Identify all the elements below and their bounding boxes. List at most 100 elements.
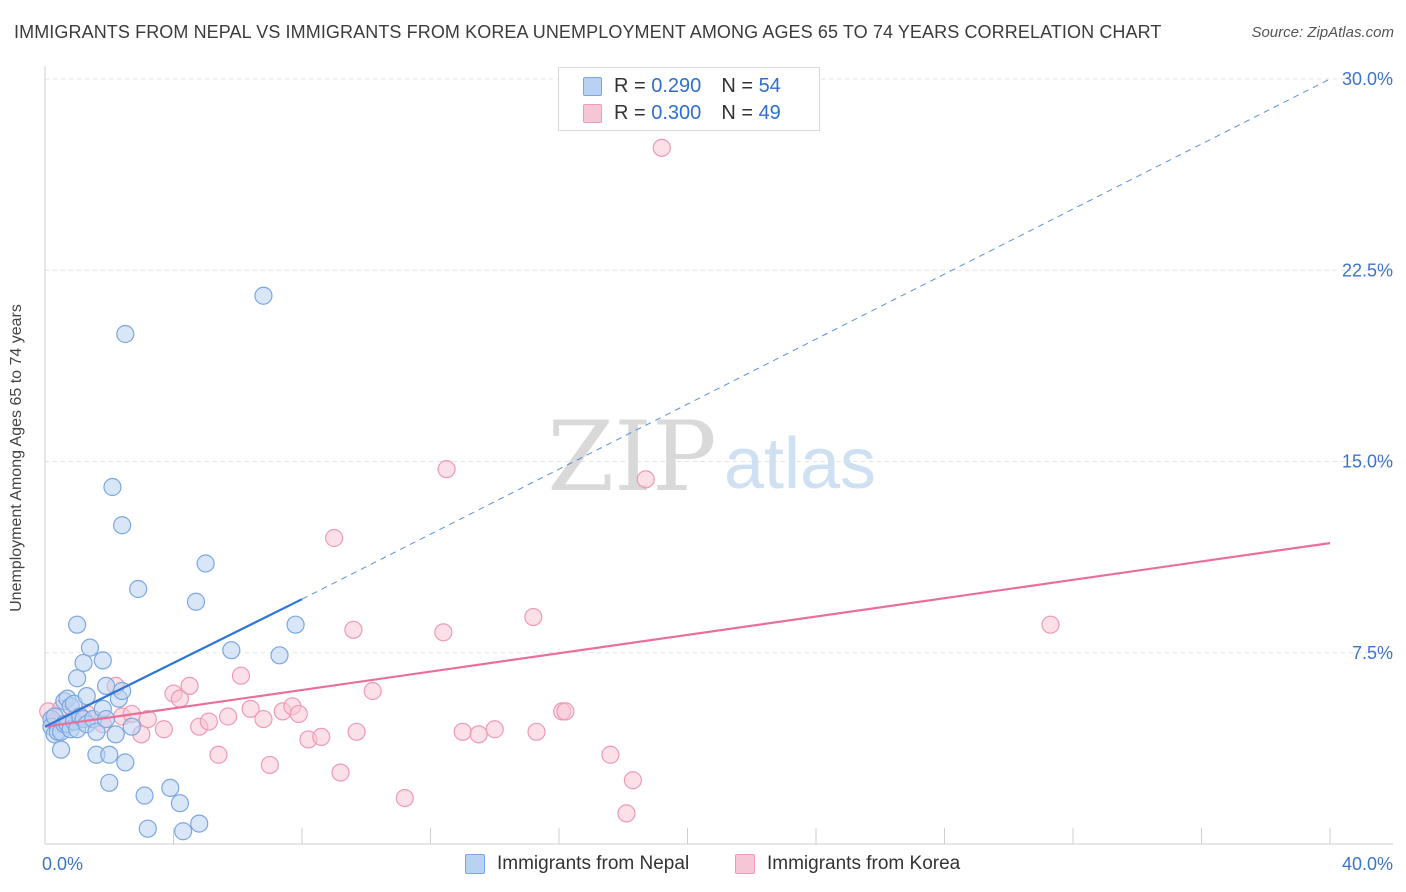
korea-point	[363, 681, 382, 701]
nepal-point	[122, 717, 141, 736]
nepal-n-label: N =	[721, 74, 753, 97]
korea-point	[138, 709, 157, 729]
korea-point	[241, 699, 260, 718]
korea-point	[180, 676, 199, 696]
korea-n-value: 49	[758, 101, 781, 124]
nepal-point	[222, 641, 241, 660]
y-tick-label: 22.5%	[1342, 260, 1393, 280]
source-label: Source: ZipAtlas.com	[1251, 24, 1394, 41]
nepal-point	[93, 651, 112, 670]
nepal-r-label: R =	[614, 74, 646, 97]
nepal-point	[87, 722, 106, 741]
nepal-point	[112, 516, 132, 535]
bottom-legend-nepal: Immigrants from Nepal	[465, 851, 689, 877]
korea-point	[617, 804, 636, 823]
x-tick-label: 40.0%	[1342, 854, 1393, 874]
gridlines	[45, 78, 1393, 654]
korea-point	[199, 712, 218, 731]
y-tick-label: 7.5%	[1352, 643, 1393, 663]
nepal-point	[186, 592, 206, 611]
korea-point	[434, 623, 453, 642]
trend-lines	[44, 78, 1331, 728]
y-tick-label: 30.0%	[1342, 69, 1393, 89]
nepal-point	[170, 794, 190, 813]
nepal-point	[77, 686, 96, 706]
korea-point	[485, 720, 504, 739]
nepal-point	[74, 653, 93, 673]
nepal-point	[286, 615, 305, 634]
korea-point	[527, 722, 546, 741]
korea-n-label: N =	[721, 101, 753, 124]
korea-point	[395, 788, 414, 808]
nepal-swatch	[583, 76, 602, 96]
nepal-point	[68, 615, 87, 634]
korea-swatch	[583, 103, 602, 123]
korea-point	[347, 722, 366, 741]
nepal-point	[196, 554, 215, 573]
nepal-point	[80, 638, 100, 657]
korea-point	[209, 745, 228, 764]
nepal-point	[270, 646, 289, 665]
nepal-point	[129, 579, 148, 599]
korea-point	[437, 460, 456, 479]
y-axis-label: Unemployment Among Ages 65 to 74 years	[8, 304, 25, 612]
korea-point	[636, 470, 655, 489]
nepal-point	[51, 740, 71, 759]
korea-point	[601, 745, 620, 764]
nepal-points	[42, 286, 305, 841]
korea-point	[231, 666, 251, 685]
nepal-point	[161, 778, 180, 798]
korea-point	[556, 702, 575, 721]
nepal-point	[135, 786, 154, 805]
nepal-point	[106, 725, 125, 744]
korea-point	[289, 704, 308, 724]
korea-point	[312, 727, 331, 747]
axes	[44, 66, 1393, 845]
watermark-atlas: atlas	[724, 424, 876, 504]
nepal-point	[190, 814, 209, 833]
bottom-nepal-swatch	[465, 854, 485, 874]
korea-point	[469, 725, 488, 744]
legend-row-korea: R = 0.300 N = 49	[583, 101, 781, 125]
nepal-point	[96, 676, 116, 696]
bottom-korea-label: Immigrants from Korea	[767, 853, 961, 874]
x-tick-label: 0.0%	[42, 854, 83, 874]
watermark: ZIP atlas	[547, 401, 876, 513]
nepal-point	[116, 324, 135, 344]
korea-point	[524, 607, 543, 627]
nepal-n-value: 54	[758, 74, 781, 97]
korea-r-label: R =	[614, 101, 646, 124]
korea-point	[331, 763, 350, 782]
legend-row-nepal: R = 0.290 N = 54	[583, 74, 781, 98]
korea-point	[219, 707, 238, 726]
korea-point	[623, 771, 642, 790]
nepal-trend-extension	[301, 78, 1331, 600]
nepal-trend-line	[44, 598, 303, 728]
korea-r-value: 0.300	[651, 101, 702, 124]
korea-point	[154, 720, 173, 739]
korea-point	[260, 755, 279, 775]
nepal-point	[254, 286, 273, 305]
nepal-point	[103, 477, 122, 497]
korea-trend-line	[44, 542, 1331, 728]
korea-point	[344, 620, 363, 639]
korea-point	[325, 528, 344, 548]
nepal-point	[100, 745, 119, 764]
chart-title: IMMIGRANTS FROM NEPAL VS IMMIGRANTS FROM…	[14, 22, 1162, 42]
nepal-point	[116, 753, 135, 772]
watermark-zip: ZIP	[547, 401, 716, 513]
korea-point	[1041, 615, 1060, 634]
bottom-korea-swatch	[735, 854, 755, 874]
y-tick-label: 15.0%	[1342, 452, 1393, 472]
korea-point	[453, 722, 472, 741]
korea-point	[254, 709, 273, 729]
bottom-legend-korea: Immigrants from Korea	[735, 851, 960, 877]
nepal-point	[100, 773, 119, 792]
nepal-point	[174, 822, 193, 841]
bottom-nepal-label: Immigrants from Nepal	[497, 853, 690, 874]
tick-labels: 7.5% 15.0% 22.5% 30.0% 0.0% 40.0%	[42, 69, 1393, 874]
korea-point	[652, 138, 671, 157]
nepal-point	[138, 819, 157, 838]
stats-legend: R = 0.290 N = 54 R = 0.300 N = 49	[558, 67, 820, 131]
